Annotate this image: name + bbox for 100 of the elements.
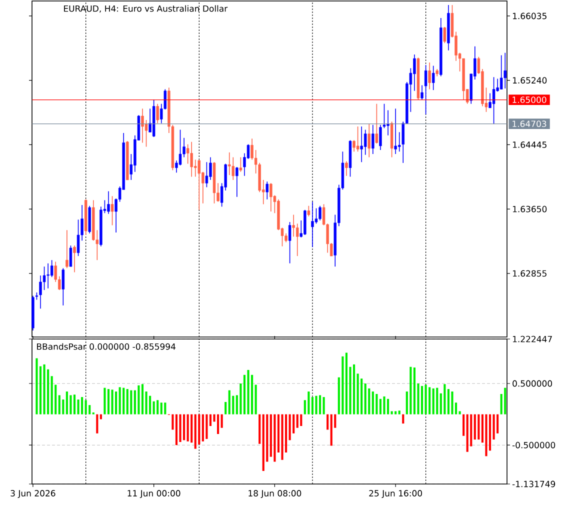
- bar: [152, 401, 155, 414]
- candlestick: [148, 108, 152, 133]
- candlestick: [107, 190, 110, 214]
- candlestick: [110, 196, 114, 226]
- candlestick: [46, 262, 50, 289]
- bar: [81, 397, 84, 414]
- bar: [398, 410, 400, 414]
- candlestick: [488, 92, 492, 108]
- chart-title: EURAUD, H4: Euro vs Australian Dollar: [64, 5, 228, 13]
- bar: [296, 414, 298, 428]
- bar: [436, 388, 438, 414]
- bar: [172, 414, 174, 430]
- bar: [190, 414, 193, 443]
- bar: [50, 376, 53, 414]
- candlestick: [69, 245, 72, 267]
- candlestick: [296, 223, 299, 256]
- bar: [352, 364, 356, 414]
- candlestick: [424, 64, 428, 115]
- candlestick: [356, 126, 360, 152]
- candlestick: [428, 62, 431, 90]
- bar: [84, 400, 87, 414]
- candlestick: [304, 209, 306, 236]
- candlestick: [394, 108, 397, 154]
- candlestick: [156, 103, 159, 124]
- bar: [330, 414, 332, 446]
- candlestick: [345, 160, 348, 176]
- candlestick: [270, 182, 272, 212]
- bar: [474, 414, 476, 440]
- y-tick-label: 1.222447: [512, 336, 552, 342]
- bar: [462, 414, 465, 436]
- bar: [96, 414, 98, 434]
- bar: [364, 384, 366, 414]
- bar: [428, 387, 431, 414]
- bar: [451, 392, 454, 414]
- bar: [58, 395, 60, 414]
- bar: [444, 384, 446, 414]
- bar: [379, 398, 382, 414]
- bar: [432, 388, 434, 414]
- bar: [308, 392, 310, 414]
- bar: [240, 384, 242, 414]
- bar: [281, 414, 284, 460]
- y-tick-label: 1.63650: [512, 206, 547, 212]
- bar: [254, 384, 257, 414]
- candlestick: [239, 156, 242, 172]
- candlestick: [292, 214, 295, 238]
- bar: [175, 414, 178, 446]
- bar: [70, 395, 72, 414]
- x-tick-label: 18 Jun 08:00: [248, 490, 302, 498]
- bar: [322, 397, 325, 414]
- bar: [130, 390, 132, 414]
- bar: [300, 414, 302, 426]
- bar: [115, 392, 118, 414]
- bar: [194, 414, 196, 449]
- candlestick: [73, 245, 76, 273]
- candlestick: [66, 230, 68, 269]
- y-tick-label: 1.65240: [512, 77, 547, 84]
- candlestick: [198, 159, 201, 210]
- candlestick: [62, 268, 65, 306]
- bar: [342, 356, 344, 414]
- bar: [318, 395, 322, 414]
- bar: [206, 414, 208, 439]
- bar: [447, 389, 450, 414]
- bar: [73, 394, 76, 414]
- bar: [413, 367, 416, 414]
- candlestick: [288, 222, 292, 264]
- candlestick: [50, 260, 54, 278]
- bar: [386, 398, 390, 414]
- bar: [220, 414, 223, 428]
- bar: [179, 414, 182, 442]
- y-tick-label: 1.64445: [512, 142, 546, 148]
- y-tick-label: -1.131749: [512, 480, 556, 488]
- candlestick: [375, 103, 378, 144]
- bar: [274, 414, 276, 462]
- bar: [485, 414, 488, 456]
- candlestick: [209, 156, 212, 180]
- candlestick: [432, 65, 435, 90]
- bar: [390, 411, 393, 414]
- bar: [458, 411, 461, 414]
- candlestick: [307, 205, 310, 217]
- bar: [126, 389, 128, 414]
- bar: [326, 414, 329, 430]
- bar: [183, 414, 186, 440]
- y-tick-label: 1.66035: [512, 12, 546, 20]
- bar: [466, 414, 468, 452]
- bar: [372, 392, 374, 414]
- bar: [394, 411, 397, 414]
- bar: [202, 414, 204, 442]
- candlestick: [386, 110, 390, 136]
- candlestick: [311, 201, 314, 248]
- bar: [311, 397, 314, 414]
- bar: [118, 387, 121, 414]
- bar: [43, 364, 46, 414]
- bar: [186, 414, 189, 442]
- candlestick: [372, 124, 374, 154]
- bar: [224, 402, 227, 414]
- candlestick: [368, 124, 370, 158]
- bar: [504, 388, 506, 414]
- bar: [262, 414, 264, 471]
- bar: [420, 386, 424, 414]
- bar: [141, 384, 144, 414]
